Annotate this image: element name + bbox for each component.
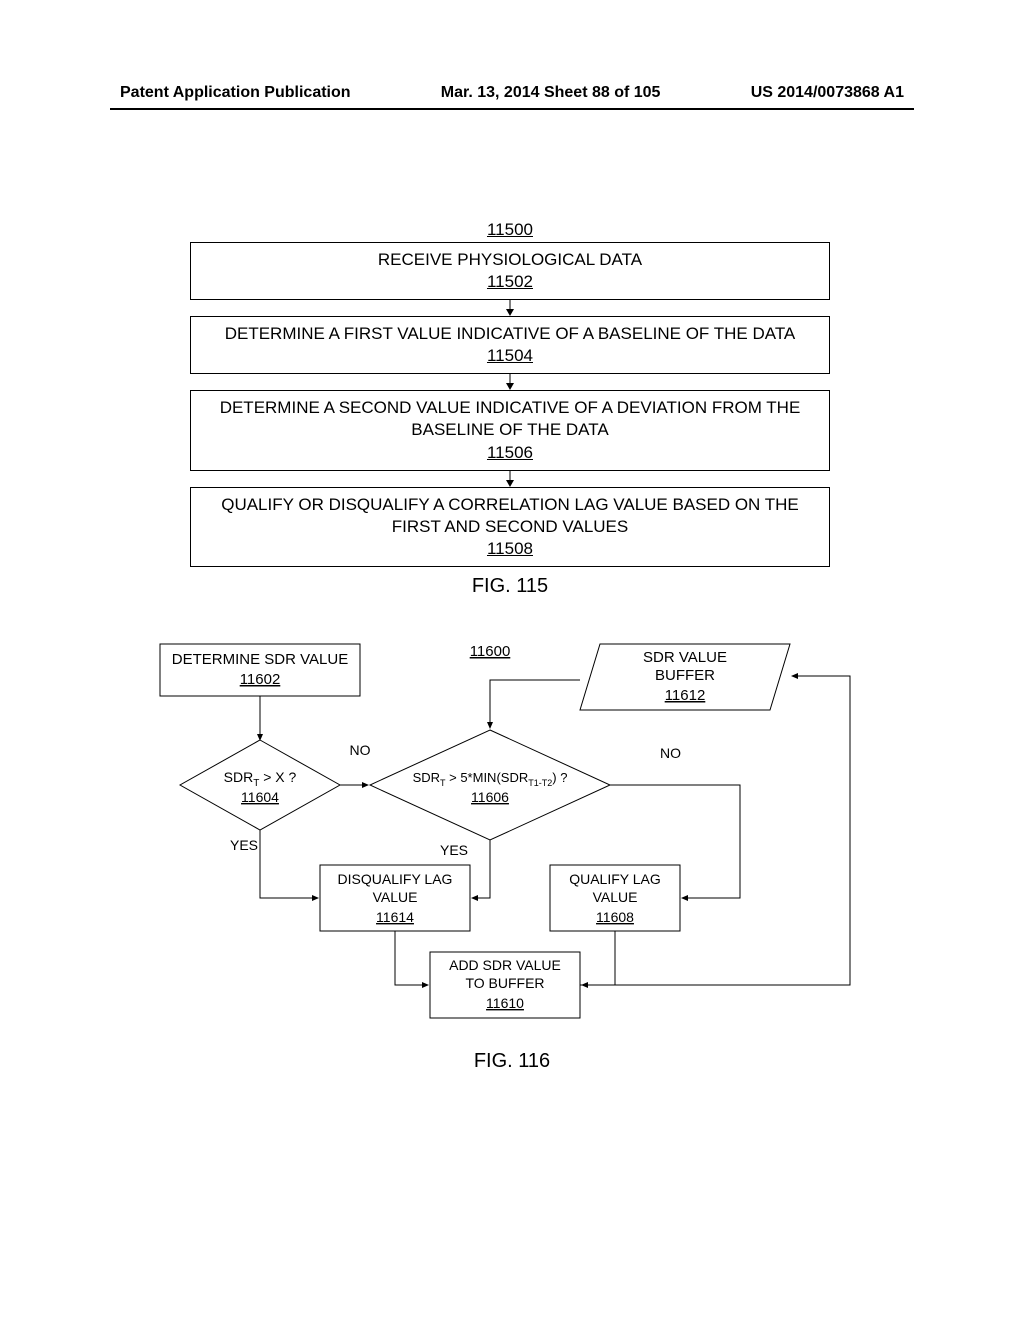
step-text: DETERMINE A FIRST VALUE INDICATIVE OF A … bbox=[225, 324, 796, 343]
fig-116-flowchart: 11600 DETERMINE SDR VALUE 11602 SDR VALU… bbox=[130, 640, 890, 1055]
svg-text:BUFFER: BUFFER bbox=[655, 667, 715, 684]
fig115-caption: FIG. 115 bbox=[190, 575, 830, 598]
diamond-sdr-gt-5min: SDRT > 5*MIN(SDRT1-T2) ? 11606 bbox=[370, 730, 610, 840]
step-text: RECEIVE PHYSIOLOGICAL DATA bbox=[378, 250, 642, 269]
box-add-buffer: ADD SDR VALUE TO BUFFER 11610 bbox=[430, 952, 580, 1018]
svg-text:TO BUFFER: TO BUFFER bbox=[465, 975, 544, 991]
box-disqualify: DISQUALIFY LAG VALUE 11614 bbox=[320, 865, 470, 931]
svg-text:ADD SDR VALUE: ADD SDR VALUE bbox=[449, 957, 561, 973]
page-header: Patent Application Publication Mar. 13, … bbox=[0, 84, 1024, 102]
svg-text:11608: 11608 bbox=[596, 909, 634, 925]
svg-text:QUALIFY LAG: QUALIFY LAG bbox=[569, 871, 661, 887]
header-left: Patent Application Publication bbox=[120, 84, 351, 102]
arrow-icon bbox=[190, 374, 830, 390]
fig116-ref: 11600 bbox=[470, 643, 511, 660]
step-second-value: DETERMINE A SECOND VALUE INDICATIVE OF A… bbox=[190, 390, 830, 470]
page: Patent Application Publication Mar. 13, … bbox=[0, 0, 1024, 1320]
header-mid: Mar. 13, 2014 Sheet 88 of 105 bbox=[441, 84, 661, 102]
fig-115-flowchart: 11500 RECEIVE PHYSIOLOGICAL DATA 11502 D… bbox=[190, 220, 830, 598]
arrow-icon bbox=[190, 471, 830, 487]
label-yes: YES bbox=[440, 842, 468, 858]
svg-text:11602: 11602 bbox=[240, 671, 281, 688]
label-no: NO bbox=[350, 742, 371, 758]
step-text: QUALIFY OR DISQUALIFY A CORRELATION LAG … bbox=[221, 495, 799, 536]
svg-text:VALUE: VALUE bbox=[373, 889, 418, 905]
fig116-caption: FIG. 116 bbox=[0, 1050, 1024, 1073]
svg-text:SDR VALUE: SDR VALUE bbox=[643, 649, 727, 666]
diamond-sdr-gt-x: SDRT > X ? 11604 bbox=[180, 740, 340, 830]
box-buffer: SDR VALUE BUFFER 11612 bbox=[580, 644, 790, 710]
fig115-ref: 11500 bbox=[190, 220, 830, 240]
svg-text:DETERMINE SDR VALUE: DETERMINE SDR VALUE bbox=[172, 651, 348, 668]
step-text: DETERMINE A SECOND VALUE INDICATIVE OF A… bbox=[220, 398, 801, 439]
svg-text:11606: 11606 bbox=[471, 789, 509, 805]
step-ref: 11504 bbox=[487, 346, 533, 365]
arrow-icon bbox=[190, 300, 830, 316]
step-qualify: QUALIFY OR DISQUALIFY A CORRELATION LAG … bbox=[190, 487, 830, 567]
step-ref: 11502 bbox=[487, 272, 533, 291]
box-determine-sdr: DETERMINE SDR VALUE 11602 bbox=[160, 644, 360, 696]
svg-text:11610: 11610 bbox=[486, 995, 524, 1011]
step-receive-data: RECEIVE PHYSIOLOGICAL DATA 11502 bbox=[190, 242, 830, 300]
svg-text:11612: 11612 bbox=[665, 687, 706, 704]
header-right: US 2014/0073868 A1 bbox=[751, 84, 904, 102]
step-ref: 11508 bbox=[487, 539, 533, 558]
svg-text:DISQUALIFY LAG: DISQUALIFY LAG bbox=[338, 871, 453, 887]
svg-text:VALUE: VALUE bbox=[593, 889, 638, 905]
svg-text:11614: 11614 bbox=[376, 909, 414, 925]
header-rule bbox=[110, 108, 914, 110]
label-no: NO bbox=[660, 745, 681, 761]
step-first-value: DETERMINE A FIRST VALUE INDICATIVE OF A … bbox=[190, 316, 830, 374]
svg-text:11604: 11604 bbox=[241, 789, 279, 805]
box-qualify: QUALIFY LAG VALUE 11608 bbox=[550, 865, 680, 931]
step-ref: 11506 bbox=[487, 443, 533, 462]
label-yes: YES bbox=[230, 837, 258, 853]
